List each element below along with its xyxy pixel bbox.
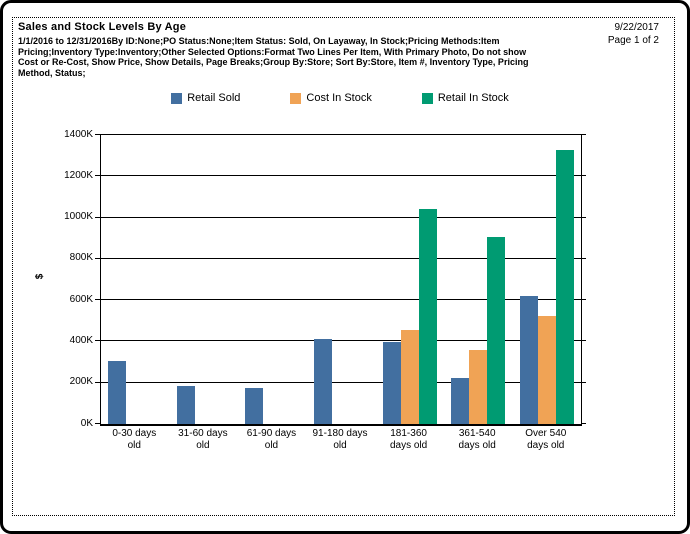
bar-cost-in-stock-181-360-days-old [400,330,419,424]
gridline-1200K [101,175,581,177]
bar-retail-in-stock-361-540-days-old [487,237,506,424]
x-tick-label-91-180-days-old: 91-180 days old [312,428,368,451]
left-axis-tick-1400K [95,134,100,135]
gridline-800K [101,257,581,259]
right-axis-tick-600K [581,299,586,301]
bar-retail-sold-91-180-days-old [314,339,332,424]
bar-retail-in-stock-over-540-days-old [555,150,574,424]
bar-cost-in-stock-over-540-days-old [537,315,556,424]
legend-item-cost-in-stock: Cost In Stock [290,92,372,104]
report-date: 9/22/2017 [614,22,660,33]
x-axis-category-labels: 0-30 days old 31-60 days old 61-90 days old 91… [100,428,580,451]
left-axis-tick-600K [95,299,100,301]
right-axis-tick-1000K [581,216,586,218]
bar-cost-in-stock-361-540-days-old [469,349,488,424]
y-tick-label-600K: 600K [69,293,93,305]
y-tick-label-400K: 400K [69,334,93,346]
bar-retail-sold-361-540-days-old [451,377,470,424]
left-axis-tick-200K [95,381,100,383]
bar-retail-sold-0-30-days-old [108,361,127,424]
legend-label-retail-sold: Retail Sold [187,92,241,104]
legend-item-retail-sold: Retail Sold [171,92,240,104]
report-filter-description: 1/1/2016 to 12/31/2016By ID:None;PO Stat… [18,36,529,78]
bar-retail-sold-31-60-days-old [176,385,195,424]
left-axis-tick-1200K [95,175,100,177]
x-tick-label-31-60-days-old: 31-60 days old [178,428,228,451]
y-tick-label-1400K: 1400K [64,128,93,140]
right-axis-tick-200K [581,381,586,383]
y-tick-label-200K: 200K [69,376,93,388]
gridline-600K [101,299,581,301]
x-tick-label-361-540-days-old: 361-540 days old [458,428,496,451]
y-axis-title: $ [34,273,46,280]
gridline-1000K [101,216,581,218]
report-title: Sales and Stock Levels By Age [18,21,187,33]
left-axis-tick-800K [95,257,100,259]
legend-swatch-retail-in-stock [421,92,433,104]
y-tick-label-1200K: 1200K [64,169,93,181]
bar-retail-in-stock-181-360-days-old [418,209,437,424]
chart-legend: Retail Sold Cost In Stock Retail In Stoc… [100,92,580,104]
gridline-400K [101,340,581,342]
legend-label-cost-in-stock: Cost In Stock [306,92,372,104]
bar-retail-sold-181-360-days-old [382,342,401,424]
legend-label-retail-in-stock: Retail In Stock [437,92,509,104]
right-axis-tick-800K [581,257,586,259]
right-axis-tick-1200K [581,175,586,177]
page-number: Page 1 of 2 [607,35,659,46]
x-tick-label-61-90-days-old: 61-90 days old [246,428,297,451]
legend-item-retail-in-stock: Retail In Stock [421,92,509,104]
bar-retail-sold-over-540-days-old [519,296,538,424]
right-axis-tick-400K [581,340,586,342]
bar-retail-sold-61-90-days-old [245,387,264,424]
legend-swatch-cost-in-stock [290,92,302,104]
right-axis-tick-0K [581,423,586,424]
bar-chart-plot-area [100,134,582,426]
legend-swatch-retail-sold [171,92,183,104]
x-tick-label-181-360-days-old: 181-360 days old [389,428,428,451]
gridline-200K [101,381,581,383]
x-tick-label-over-540-days-old: Over 540 days old [525,428,567,451]
y-tick-label-1000K: 1000K [64,211,93,223]
report-page-border [12,17,675,516]
right-axis-tick-1400K [581,134,586,135]
y-tick-label-0K: 0K [80,417,93,429]
y-tick-label-800K: 800K [69,252,93,264]
left-axis-tick-400K [95,340,100,342]
left-axis-tick-1000K [95,216,100,218]
left-axis-tick-0K [95,423,100,424]
x-tick-label-0-30-days-old: 0-30 days old [112,428,157,451]
